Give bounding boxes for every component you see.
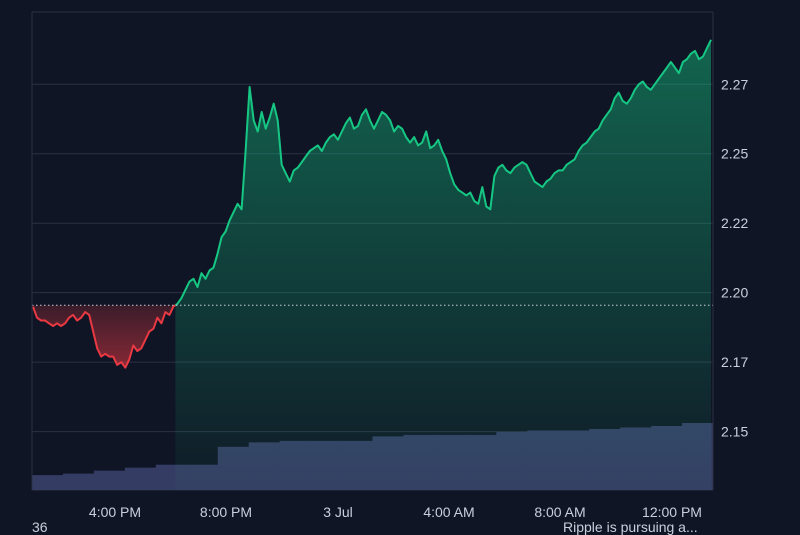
volume-bar bbox=[124, 467, 157, 490]
x-tick-label: 4:00 PM bbox=[89, 504, 141, 520]
price-line-down bbox=[32, 304, 176, 369]
volume-bar bbox=[62, 473, 95, 490]
volume-bar bbox=[32, 475, 64, 490]
y-tick-label: 2.27 bbox=[721, 76, 748, 92]
y-tick-label: 2.17 bbox=[721, 354, 748, 370]
price-line bbox=[32, 39, 712, 369]
y-axis-ticks: 2.15 2.17 2.20 2.22 2.25 2.27 bbox=[721, 76, 748, 439]
x-tick-label: 12:00 PM bbox=[642, 504, 702, 520]
x-axis-ticks: 4:00 PM 8:00 PM 3 Jul 4:00 AM 8:00 AM 12:00 P… bbox=[89, 504, 702, 520]
x-tick-label: 8:00 AM bbox=[534, 504, 585, 520]
axes bbox=[31, 12, 714, 490]
x-tick-label: 8:00 PM bbox=[200, 504, 252, 520]
volume-bar bbox=[93, 470, 126, 490]
x-tick-label: 4:00 AM bbox=[423, 504, 474, 520]
y-tick-label: 2.22 bbox=[721, 215, 748, 231]
x-tick-label: 3 Jul bbox=[323, 504, 353, 520]
y-tick-label: 2.25 bbox=[721, 146, 748, 162]
price-line-up bbox=[174, 39, 712, 307]
price-area-down bbox=[33, 305, 176, 368]
y-tick-label: 2.15 bbox=[721, 424, 748, 440]
price-area bbox=[33, 39, 711, 491]
news-headline-link[interactable]: Ripple is pursuing a... bbox=[563, 519, 698, 535]
footer-left-text: 36 bbox=[32, 519, 48, 535]
y-tick-label: 2.20 bbox=[721, 285, 748, 301]
price-area-up bbox=[175, 39, 711, 491]
